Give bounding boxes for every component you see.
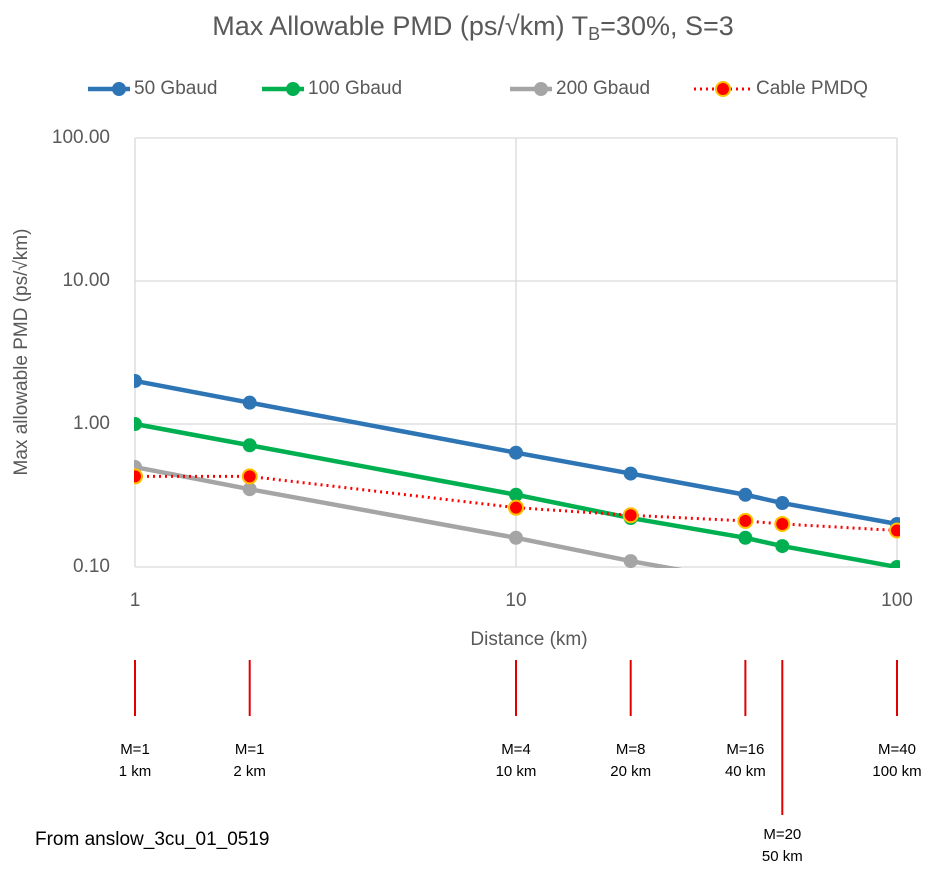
annotation-distance: 40 km [725, 763, 766, 780]
point [509, 487, 523, 502]
point [241, 468, 258, 485]
point [775, 496, 790, 511]
point [509, 530, 523, 545]
point [775, 539, 790, 554]
point [134, 468, 143, 485]
annotation-m: M=16 [726, 741, 764, 758]
point [242, 482, 257, 497]
point [890, 560, 900, 568]
title-part: Max Allowable PMD (ps/√km) T [212, 11, 588, 41]
point [242, 438, 257, 453]
point [623, 554, 638, 568]
legend-label: 200 Gbaud [556, 78, 650, 99]
annotation-m: M=20 [763, 826, 801, 843]
annotation-m: M=8 [616, 741, 646, 758]
point [737, 512, 754, 529]
annotation-m: M=4 [501, 741, 531, 758]
point [774, 515, 791, 532]
point [775, 581, 789, 595]
point [134, 373, 142, 388]
point [242, 395, 257, 410]
point [509, 445, 523, 460]
x-axis-title: Distance (km) [470, 629, 587, 650]
annotation-distance: 20 km [610, 763, 651, 780]
point [134, 417, 142, 431]
annotation-m: M=1 [235, 741, 265, 758]
y-tick-label: 0.10 [73, 556, 110, 577]
chart-title: Max Allowable PMD (ps/√km) TB=30%, S=3 [212, 11, 734, 44]
y-tick-label: 1.00 [73, 413, 110, 434]
legend-marker [715, 81, 731, 97]
point [738, 575, 752, 589]
point [623, 466, 638, 481]
point [738, 530, 753, 545]
x-tick-label: 100 [881, 590, 913, 611]
point [508, 499, 524, 516]
annotation-distance: 50 km [762, 848, 803, 865]
legend-marker [534, 82, 548, 96]
source-note: From anslow_3cu_01_0519 [35, 829, 270, 850]
x-tick-label: 10 [505, 590, 526, 611]
legend-label: 50 Gbaud [134, 78, 217, 99]
point [889, 522, 900, 539]
point [738, 487, 753, 502]
annotation-distance: 10 km [496, 763, 537, 780]
legend-label: Cable PMDQ [756, 78, 868, 99]
annotation-m: M=40 [878, 741, 916, 758]
annotation-distance: 2 km [233, 763, 266, 780]
annotation-distance: 100 km [872, 763, 921, 780]
title-part: B [588, 24, 600, 44]
title-part: =30%, S=3 [600, 11, 734, 41]
y-axis-title: Max allowable PMD (ps/√km) [11, 229, 32, 476]
legend-marker [286, 82, 300, 96]
annotation-m: M=1 [120, 741, 150, 758]
y-tick-label: 10.00 [62, 270, 110, 291]
legend-label: 100 Gbaud [308, 78, 402, 99]
plot [134, 373, 900, 595]
annotation-distance: 1 km [119, 763, 152, 780]
y-tick-label: 100.00 [52, 127, 110, 148]
legend-marker [112, 82, 126, 96]
point [622, 507, 639, 524]
x-tick-label: 1 [130, 590, 141, 611]
